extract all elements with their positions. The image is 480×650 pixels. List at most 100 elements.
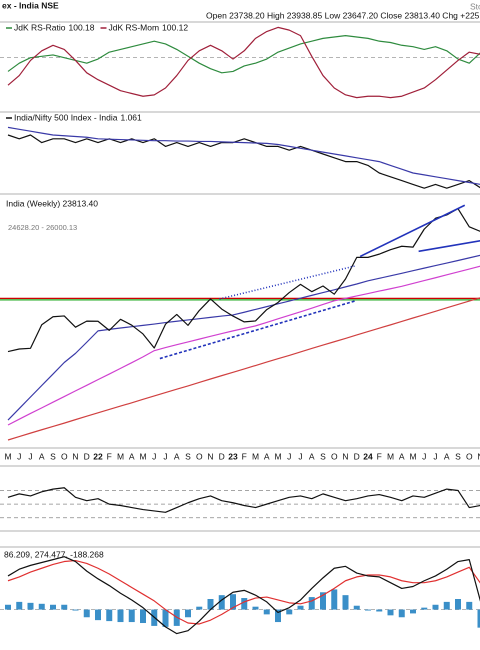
histogram-bar	[466, 601, 473, 610]
legend-value: 100.12	[162, 22, 188, 32]
trend-line	[418, 239, 480, 253]
x-tick-label: F	[107, 451, 112, 461]
histogram-bar	[275, 609, 281, 623]
x-tick-label: N	[477, 451, 480, 461]
x-tick-label: O	[466, 451, 473, 461]
x-tick-label: F	[242, 451, 247, 461]
x-tick-label: A	[174, 451, 180, 461]
histogram-bar	[72, 609, 79, 611]
x-tick-label: S	[320, 451, 326, 461]
x-tick-label: D	[84, 451, 90, 461]
histogram-bar	[83, 609, 90, 618]
x-tick-label: D	[219, 451, 225, 461]
series-line	[7, 126, 480, 185]
histogram-bar	[398, 609, 405, 618]
x-tick-label: S	[50, 451, 56, 461]
histogram-bar	[207, 599, 214, 610]
x-tick-label: M	[139, 451, 146, 461]
x-tick-label: O	[196, 451, 203, 461]
x-tick-label: M	[252, 451, 259, 461]
histogram-bar	[455, 599, 461, 610]
x-tick-label: J	[433, 451, 437, 461]
x-tick-label: N	[207, 451, 213, 461]
x-tick-label: F	[377, 451, 382, 461]
series-line	[7, 254, 480, 421]
histogram-bar	[196, 606, 203, 610]
x-tick-label: A	[444, 451, 450, 461]
histogram-bar	[185, 609, 191, 618]
x-tick-label: 22	[93, 451, 103, 461]
series-line	[7, 297, 480, 441]
histogram-bar	[50, 604, 56, 610]
histogram-bar	[353, 605, 360, 610]
x-tick-label: M	[4, 451, 11, 461]
histogram-bar	[365, 609, 371, 611]
histogram-bar	[106, 609, 113, 622]
histogram-bar	[297, 605, 304, 610]
x-tick-label: M	[387, 451, 394, 461]
chart-header-title: ex - India NSE	[2, 0, 59, 10]
x-tick-label: A	[129, 451, 135, 461]
histogram-bar	[61, 604, 68, 610]
histogram-bar	[252, 606, 259, 610]
histogram-bar	[286, 609, 293, 615]
histogram-bar	[5, 604, 11, 610]
histogram-bar	[477, 609, 480, 628]
histogram-bar	[432, 604, 439, 610]
histogram-bar	[218, 595, 225, 610]
series-line	[7, 265, 480, 426]
x-tick-label: J	[28, 451, 32, 461]
x-tick-label: O	[61, 451, 68, 461]
x-tick-label: A	[309, 451, 315, 461]
quote-line: Open 23738.20 High 23938.85 Low 23647.20…	[206, 10, 480, 20]
x-tick-label: M	[117, 451, 124, 461]
x-tick-label: M	[409, 451, 416, 461]
histogram-bar	[95, 609, 101, 621]
histogram-bar	[320, 592, 326, 610]
histogram-bar	[410, 609, 416, 614]
histogram-bar	[263, 609, 270, 615]
panel-label: 86.209, 274.477, -188.268	[4, 549, 104, 559]
histogram-bar	[38, 603, 45, 610]
histogram-bar	[162, 609, 169, 627]
series-line	[7, 26, 480, 99]
panel-subtitle: 24628.20 - 26000.13	[8, 223, 77, 232]
x-tick-label: J	[17, 451, 21, 461]
x-tick-label: J	[287, 451, 291, 461]
histogram-bar	[117, 609, 124, 623]
histogram-bar	[331, 589, 338, 610]
series-line	[7, 208, 480, 353]
trend-line	[359, 204, 466, 258]
x-tick-label: M	[274, 451, 281, 461]
x-tick-label: J	[422, 451, 426, 461]
series-line	[7, 559, 480, 625]
histogram-bar	[376, 609, 383, 612]
histogram-bar	[16, 601, 23, 610]
panel-title: India (Weekly) 23813.40	[6, 198, 98, 208]
x-tick-label: J	[163, 451, 167, 461]
histogram-bar	[308, 597, 315, 610]
histogram-bar	[230, 594, 236, 610]
series-line	[7, 556, 480, 635]
x-tick-label: S	[185, 451, 191, 461]
legend-label: JdK RS-Mom	[109, 22, 160, 32]
x-tick-label: A	[39, 451, 45, 461]
x-tick-label: A	[399, 451, 405, 461]
legend-value: 1.061	[120, 112, 142, 122]
legend-value: 100.18	[69, 22, 95, 32]
histogram-bar	[387, 609, 394, 616]
histogram-bar	[128, 609, 135, 623]
legend-label: India/Nifty 500 Index - India	[14, 112, 118, 122]
x-tick-label: 24	[363, 451, 373, 461]
histogram-bar	[27, 602, 34, 610]
x-tick-label: 23	[228, 451, 238, 461]
x-tick-label: O	[331, 451, 338, 461]
x-tick-label: S	[455, 451, 461, 461]
histogram-bar	[443, 601, 450, 610]
series-line	[7, 487, 480, 513]
legend-label: JdK RS-Ratio	[14, 22, 66, 32]
x-tick-label: J	[152, 451, 156, 461]
histogram-bar	[140, 609, 146, 624]
